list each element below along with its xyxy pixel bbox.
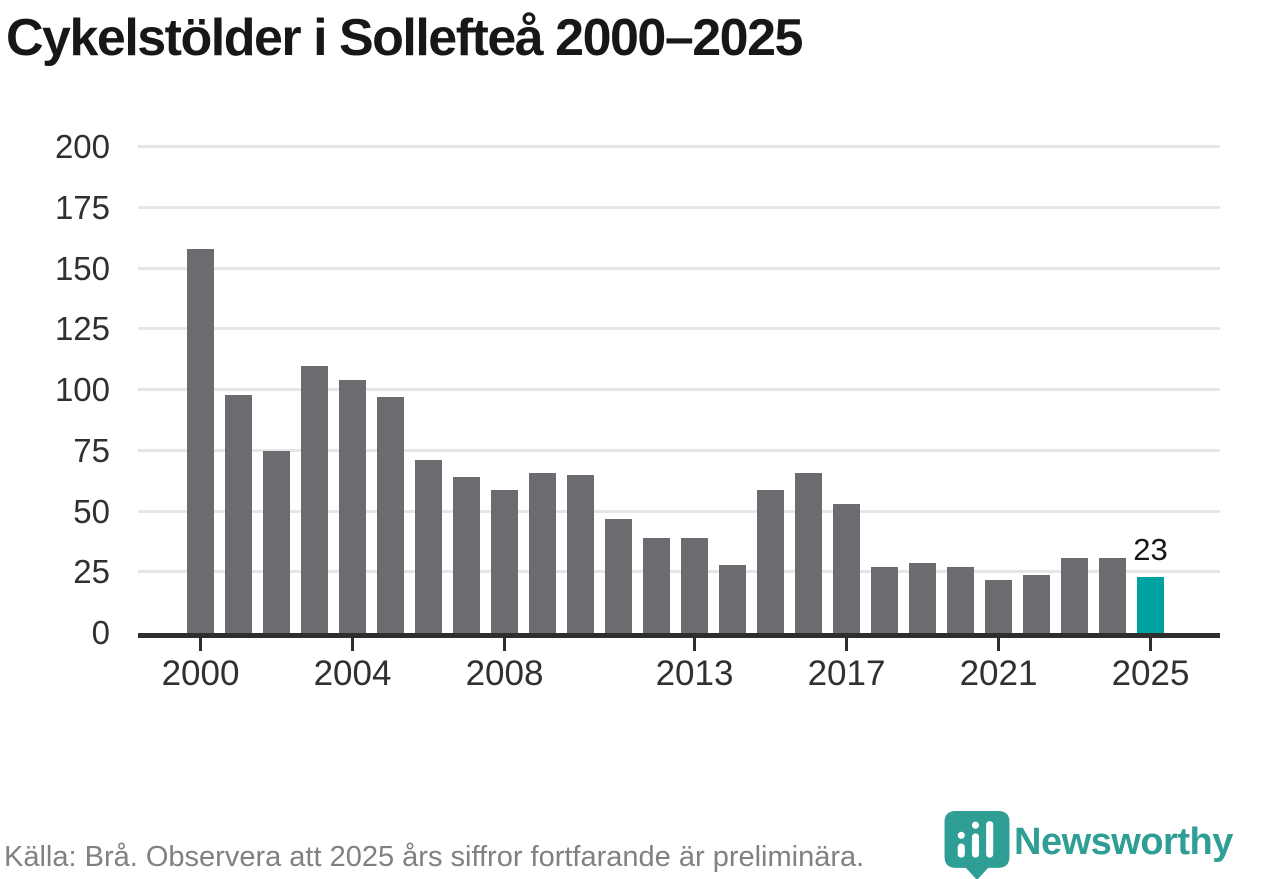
y-tick-label-175: 175 <box>54 188 110 226</box>
bar-2006 <box>415 460 442 633</box>
newsworthy-logo: Newsworthy <box>944 811 1262 879</box>
gridline-125 <box>138 327 1220 331</box>
x-tick-2025 <box>1149 638 1152 651</box>
x-tick-label-2004: 2004 <box>313 654 392 693</box>
x-tick-2017 <box>845 638 848 651</box>
bar-2023 <box>1061 557 1088 633</box>
bar-2007 <box>453 477 480 633</box>
bar-2016 <box>795 472 822 633</box>
y-tick-label-100: 100 <box>54 370 110 408</box>
bar-2012 <box>643 538 670 633</box>
bar-2015 <box>757 489 784 633</box>
gridline-100 <box>138 388 1220 391</box>
bar-2025 <box>1137 577 1164 633</box>
y-tick-label-50: 50 <box>73 492 110 530</box>
newsworthy-wordmark: Newsworthy <box>1014 821 1233 863</box>
bar-2003 <box>301 365 328 633</box>
source-note: Källa: Brå. Observera att 2025 års siffr… <box>4 841 865 873</box>
bar-2005 <box>377 397 404 633</box>
x-tick-2004 <box>351 638 354 651</box>
bar-2014 <box>719 564 746 633</box>
bar-2009 <box>529 472 556 633</box>
bar-2004 <box>339 380 366 633</box>
y-tick-label-25: 25 <box>73 553 110 591</box>
x-tick-label-2025: 2025 <box>1111 654 1190 693</box>
gridline-200 <box>138 145 1220 148</box>
bar-2019 <box>909 562 936 633</box>
chart-title: Cykelstölder i Sollefteå 2000–2025 <box>6 9 803 67</box>
y-tick-label-75: 75 <box>73 431 110 469</box>
bar-2020 <box>947 567 974 633</box>
y-tick-label-200: 200 <box>54 127 110 165</box>
x-tick-2013 <box>693 638 696 651</box>
gridline-150 <box>138 266 1220 270</box>
x-tick-label-2021: 2021 <box>959 654 1038 693</box>
y-axis-labels: 0 25 50 75 100 125 150 175 200 <box>30 130 110 649</box>
bar-value-label-2025: 23 <box>1133 532 1168 568</box>
x-tick-2008 <box>503 638 506 651</box>
bar-2010 <box>567 475 594 633</box>
bar-2018 <box>871 567 898 633</box>
plot-area: 23 <box>138 145 1220 638</box>
bar-2022 <box>1023 574 1050 633</box>
bar-2008 <box>491 489 518 633</box>
gridline-50 <box>138 509 1220 513</box>
gridline-75 <box>138 448 1220 452</box>
bar-chart-map-pin-icon <box>944 811 1010 879</box>
bar-2002 <box>263 450 290 633</box>
x-tick-2000 <box>199 638 202 651</box>
x-tick-label-2017: 2017 <box>807 654 886 693</box>
bar-2001 <box>225 394 252 633</box>
x-tick-label-2000: 2000 <box>161 654 240 693</box>
bar-2021 <box>985 579 1012 633</box>
gridline-25 <box>138 570 1220 574</box>
y-tick-label-150: 150 <box>54 249 110 287</box>
x-axis-labels: 2000 2004 2008 2013 2017 2021 2025 <box>138 638 1220 708</box>
x-tick-label-2008: 2008 <box>465 654 544 693</box>
bar-2000 <box>187 249 214 633</box>
bar-2017 <box>833 504 860 633</box>
y-tick-label-0: 0 <box>91 613 110 651</box>
x-tick-label-2013: 2013 <box>655 654 734 693</box>
bar-2011 <box>605 518 632 633</box>
x-tick-2021 <box>997 638 1000 651</box>
y-tick-label-125: 125 <box>54 310 110 348</box>
gridline-175 <box>138 205 1220 209</box>
bar-2013 <box>681 538 708 633</box>
bar-2024 <box>1099 557 1126 633</box>
